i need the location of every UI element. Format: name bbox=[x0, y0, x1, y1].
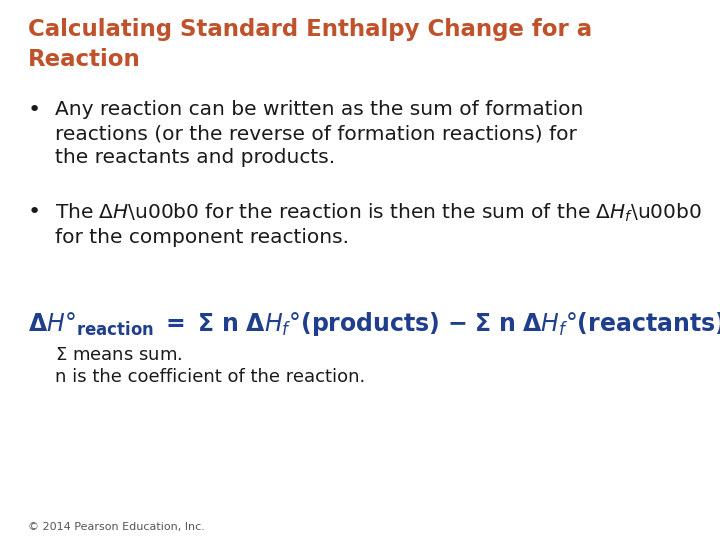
Text: Calculating Standard Enthalpy Change for a: Calculating Standard Enthalpy Change for… bbox=[28, 18, 592, 41]
Text: •: • bbox=[28, 100, 41, 120]
Text: The $\Delta\mathit{H}$\u00b0 for the reaction is then the sum of the $\Delta\mat: The $\Delta\mathit{H}$\u00b0 for the rea… bbox=[55, 202, 702, 224]
Text: the reactants and products.: the reactants and products. bbox=[55, 148, 335, 167]
Text: © 2014 Pearson Education, Inc.: © 2014 Pearson Education, Inc. bbox=[28, 522, 205, 532]
Text: $\mathbf{\Delta}\mathit{H}$°$_{\mathbf{reaction}}$ $\mathbf{=}$ $\mathbf{\Sigma}: $\mathbf{\Delta}\mathit{H}$°$_{\mathbf{r… bbox=[28, 310, 720, 338]
Text: $\Sigma$ means sum.: $\Sigma$ means sum. bbox=[55, 346, 182, 364]
Text: Reaction: Reaction bbox=[28, 48, 140, 71]
Text: •: • bbox=[28, 202, 41, 222]
Text: Any reaction can be written as the sum of formation: Any reaction can be written as the sum o… bbox=[55, 100, 583, 119]
Text: n is the coefficient of the reaction.: n is the coefficient of the reaction. bbox=[55, 368, 365, 386]
Text: reactions (or the reverse of formation reactions) for: reactions (or the reverse of formation r… bbox=[55, 124, 577, 143]
Text: for the component reactions.: for the component reactions. bbox=[55, 228, 349, 247]
